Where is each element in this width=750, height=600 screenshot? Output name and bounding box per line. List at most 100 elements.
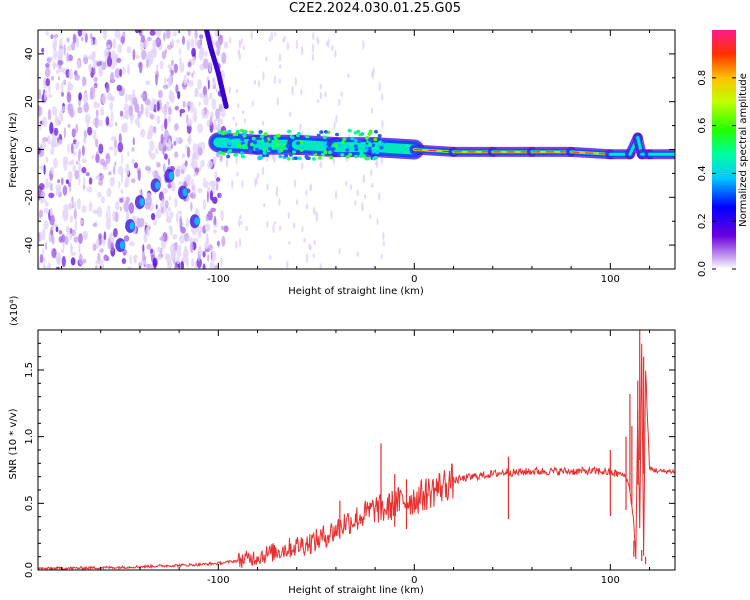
noise-blob bbox=[42, 196, 45, 204]
noise-blob bbox=[174, 197, 178, 209]
noise-blob bbox=[208, 61, 212, 73]
noise-blob bbox=[192, 184, 196, 195]
noise-blob bbox=[197, 187, 203, 194]
noise-blob bbox=[300, 45, 304, 56]
ridge-speckle bbox=[338, 144, 343, 149]
ridge-speckle bbox=[379, 145, 384, 150]
noise-blob bbox=[382, 240, 386, 247]
noise-blob bbox=[135, 104, 140, 113]
noise-blob bbox=[186, 146, 191, 158]
noise-blob bbox=[45, 31, 49, 36]
noise-blob bbox=[74, 70, 78, 76]
noise-blob bbox=[92, 129, 97, 142]
noise-blob bbox=[376, 218, 379, 226]
noise-blob bbox=[174, 105, 179, 111]
ridge-speckle bbox=[275, 143, 279, 147]
noise-blob bbox=[55, 114, 58, 123]
noise-blob bbox=[116, 57, 122, 63]
ridge-speckle bbox=[362, 154, 367, 158]
ridge-speckle bbox=[273, 135, 278, 140]
noise-blob bbox=[174, 241, 178, 251]
noise-blob bbox=[237, 103, 240, 108]
noise-blob bbox=[132, 48, 136, 61]
noise-blob bbox=[375, 161, 378, 166]
noise-blob bbox=[67, 182, 71, 187]
noise-blob bbox=[55, 252, 62, 265]
noise-blob bbox=[66, 91, 72, 103]
noise-blob bbox=[47, 262, 51, 269]
ridge-speckle bbox=[271, 140, 276, 144]
ridge-speckle bbox=[336, 141, 341, 146]
noise-blob bbox=[371, 69, 374, 80]
noise-blob bbox=[293, 178, 297, 188]
noise-blob bbox=[186, 38, 191, 51]
noise-blob bbox=[90, 38, 94, 47]
noise-blob bbox=[174, 151, 179, 158]
noise-blob bbox=[73, 208, 77, 220]
noise-blob bbox=[295, 39, 299, 50]
noise-blob bbox=[165, 30, 171, 40]
noise-blob bbox=[67, 103, 72, 111]
noise-blob bbox=[212, 156, 217, 166]
ridge-speckle bbox=[218, 150, 223, 155]
noise-blob bbox=[150, 213, 156, 221]
noise-blob bbox=[327, 38, 330, 48]
noise-blob bbox=[65, 225, 70, 233]
noise-blob bbox=[274, 31, 277, 37]
x-tick-label: 0 bbox=[411, 274, 417, 285]
noise-blob bbox=[187, 105, 190, 112]
noise-blob bbox=[177, 210, 183, 215]
noise-blob bbox=[187, 236, 193, 242]
ridge-speckle bbox=[292, 150, 296, 154]
noise-blob bbox=[96, 238, 100, 250]
noise-blob bbox=[335, 114, 338, 124]
noise-blob bbox=[317, 38, 320, 45]
noise-blob bbox=[52, 63, 59, 68]
noise-blob bbox=[138, 217, 145, 228]
ridge-speckle bbox=[226, 154, 231, 159]
noise-blob bbox=[61, 248, 65, 254]
y-tick-label: -20 bbox=[24, 189, 35, 205]
noise-blob bbox=[313, 240, 316, 245]
ridge-speckle bbox=[241, 154, 245, 159]
noise-blob bbox=[186, 71, 191, 76]
noise-blob bbox=[145, 106, 149, 118]
noise-blob bbox=[108, 146, 114, 151]
noise-blob bbox=[141, 251, 146, 262]
noise-blob bbox=[219, 38, 223, 44]
colorbar-tick-label: 0.4 bbox=[697, 165, 708, 181]
ridge-speckle bbox=[330, 147, 335, 151]
noise-blob bbox=[60, 81, 64, 93]
noise-blob bbox=[140, 103, 144, 115]
noise-blob bbox=[125, 210, 130, 220]
y-tick-label: 0 bbox=[24, 146, 35, 152]
noise-blob bbox=[206, 190, 209, 203]
noise-blob bbox=[116, 84, 123, 92]
noise-blob bbox=[334, 49, 337, 59]
arc-core bbox=[139, 198, 145, 207]
noise-blob bbox=[53, 37, 58, 50]
noise-blob bbox=[160, 206, 164, 214]
noise-blob bbox=[131, 158, 135, 164]
noise-blob bbox=[316, 99, 320, 104]
noise-blob bbox=[198, 92, 205, 99]
noise-blob bbox=[170, 59, 174, 67]
noise-blob bbox=[149, 30, 156, 36]
noise-blob bbox=[191, 72, 194, 78]
ridge-speckle bbox=[286, 157, 291, 161]
noise-blob bbox=[305, 203, 309, 210]
noise-blob bbox=[135, 30, 140, 34]
noise-blob bbox=[71, 158, 74, 164]
noise-blob bbox=[103, 48, 109, 59]
noise-blob bbox=[131, 178, 136, 184]
noise-blob bbox=[41, 140, 46, 150]
noise-blob bbox=[78, 162, 81, 174]
noise-blob bbox=[197, 123, 204, 134]
noise-blob bbox=[187, 134, 192, 145]
ridge-speckle bbox=[278, 154, 283, 159]
ridge-speckle bbox=[249, 130, 254, 134]
noise-blob bbox=[112, 210, 116, 222]
ridge-speckle bbox=[354, 147, 359, 152]
noise-blob bbox=[85, 172, 90, 177]
noise-blob bbox=[78, 253, 83, 265]
